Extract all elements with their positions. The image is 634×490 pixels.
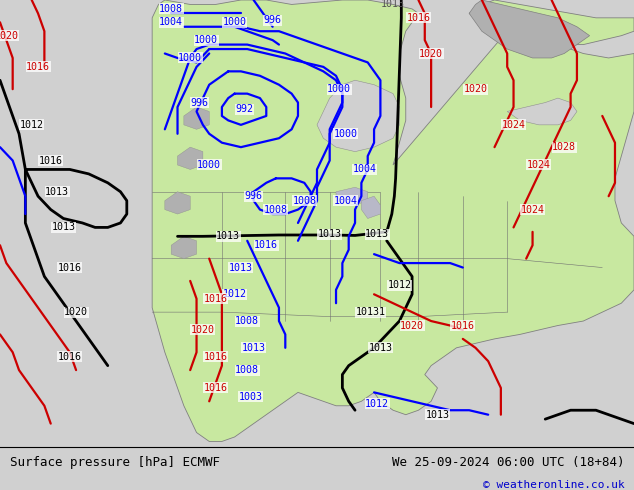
Text: 1013: 1013 bbox=[229, 263, 253, 272]
Text: 1028: 1028 bbox=[552, 142, 576, 152]
Text: 1024: 1024 bbox=[527, 160, 551, 170]
Text: Surface pressure [hPa] ECMWF: Surface pressure [hPa] ECMWF bbox=[10, 456, 219, 469]
Text: 1016: 1016 bbox=[204, 383, 228, 393]
Text: 1012: 1012 bbox=[387, 280, 411, 291]
Text: 1024: 1024 bbox=[501, 120, 526, 130]
Text: 1004: 1004 bbox=[353, 165, 377, 174]
Text: 992: 992 bbox=[235, 104, 253, 114]
Text: 1013: 1013 bbox=[45, 187, 69, 197]
Text: 1012: 1012 bbox=[365, 398, 389, 409]
Text: 1000: 1000 bbox=[223, 17, 247, 27]
Text: 1016: 1016 bbox=[451, 320, 475, 331]
Text: 1000: 1000 bbox=[327, 84, 351, 94]
Text: 1013: 1013 bbox=[368, 343, 392, 353]
Text: 1000: 1000 bbox=[333, 129, 358, 139]
Text: 1008: 1008 bbox=[264, 204, 288, 215]
Text: 1016: 1016 bbox=[204, 352, 228, 362]
Text: 1004: 1004 bbox=[159, 17, 183, 27]
Polygon shape bbox=[336, 187, 368, 205]
Text: 1008: 1008 bbox=[292, 196, 316, 206]
Text: 1008: 1008 bbox=[235, 365, 259, 375]
Polygon shape bbox=[171, 236, 197, 259]
Polygon shape bbox=[152, 0, 634, 441]
Text: 1008: 1008 bbox=[235, 316, 259, 326]
Text: 1020: 1020 bbox=[463, 84, 488, 94]
Text: 1013: 1013 bbox=[425, 410, 450, 420]
Text: 1016: 1016 bbox=[58, 263, 82, 272]
Text: 1024: 1024 bbox=[521, 204, 545, 215]
Text: 1016: 1016 bbox=[26, 62, 50, 72]
Text: 10131: 10131 bbox=[356, 307, 386, 317]
Text: 1020: 1020 bbox=[0, 31, 18, 41]
Text: 1004: 1004 bbox=[333, 196, 358, 206]
Polygon shape bbox=[184, 107, 209, 129]
Text: 1012: 1012 bbox=[223, 289, 247, 299]
Text: 1020: 1020 bbox=[400, 320, 424, 331]
Text: 1013: 1013 bbox=[318, 229, 342, 239]
Text: 996: 996 bbox=[191, 98, 209, 108]
Polygon shape bbox=[361, 196, 380, 219]
Text: 1000: 1000 bbox=[197, 160, 221, 170]
Polygon shape bbox=[507, 98, 577, 125]
Text: 1016: 1016 bbox=[58, 352, 82, 362]
Text: 1020: 1020 bbox=[64, 307, 88, 317]
Text: 1016: 1016 bbox=[39, 155, 63, 166]
Text: 996: 996 bbox=[245, 191, 262, 201]
Text: 996: 996 bbox=[264, 15, 281, 25]
Text: 1012: 1012 bbox=[20, 120, 44, 130]
Text: 1000: 1000 bbox=[178, 53, 202, 63]
Text: 1016: 1016 bbox=[204, 294, 228, 304]
Text: 1020: 1020 bbox=[419, 49, 443, 58]
Polygon shape bbox=[178, 147, 203, 170]
Text: 1000: 1000 bbox=[194, 35, 218, 45]
Polygon shape bbox=[469, 0, 590, 58]
Text: 1016: 1016 bbox=[406, 13, 430, 23]
Text: © weatheronline.co.uk: © weatheronline.co.uk bbox=[482, 480, 624, 490]
Polygon shape bbox=[469, 0, 634, 45]
Text: 1013: 1013 bbox=[51, 222, 75, 232]
Text: 1003: 1003 bbox=[238, 392, 262, 402]
Text: 1008: 1008 bbox=[159, 4, 183, 14]
Polygon shape bbox=[317, 80, 399, 151]
Text: 1013: 1013 bbox=[242, 343, 266, 353]
Text: 1016: 1016 bbox=[254, 240, 278, 250]
Text: 1020: 1020 bbox=[191, 325, 215, 335]
Text: 1013: 1013 bbox=[365, 229, 389, 239]
Text: 1013: 1013 bbox=[216, 231, 240, 242]
Text: 1013: 1013 bbox=[381, 0, 405, 9]
Polygon shape bbox=[165, 192, 190, 214]
Text: We 25-09-2024 06:00 UTC (18+84): We 25-09-2024 06:00 UTC (18+84) bbox=[392, 456, 624, 469]
